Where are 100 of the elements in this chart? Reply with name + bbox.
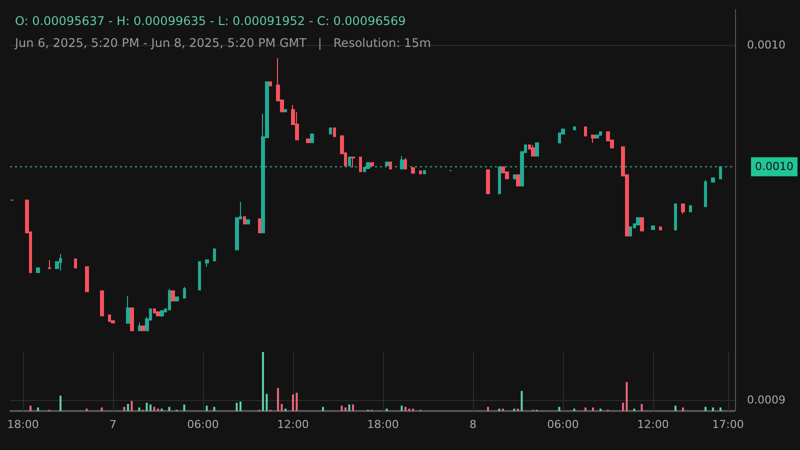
bar: [123, 406, 126, 411]
bar: [240, 402, 242, 411]
bar: [674, 406, 676, 411]
candlestick: [423, 170, 426, 174]
bar: [487, 406, 489, 411]
candlestick: [205, 260, 209, 268]
bar: [622, 402, 624, 411]
candlestick: [629, 226, 632, 236]
candlestick: [126, 295, 130, 324]
candlestick: [513, 174, 516, 180]
bar: [30, 406, 32, 411]
candlestick: [370, 162, 374, 166]
candlestick: [138, 322, 141, 332]
candlestick: [404, 157, 407, 170]
bar: [153, 406, 156, 411]
bar: [168, 406, 170, 411]
candlestick: [36, 267, 40, 273]
y-tick-label: 0.0009: [747, 393, 786, 406]
candlestick: [183, 286, 186, 299]
candlestick: [198, 261, 201, 290]
x-tick-label: 8: [470, 418, 476, 431]
candlestick: [310, 134, 314, 144]
bar: [626, 382, 628, 411]
bar: [704, 406, 706, 411]
candlestick: [359, 156, 362, 172]
candlestick: [704, 179, 707, 207]
bar: [37, 407, 39, 411]
candlestick: [595, 134, 599, 138]
bar: [146, 402, 148, 411]
bar: [592, 407, 594, 411]
candlestick: [400, 156, 404, 170]
bar: [640, 404, 643, 411]
bar: [183, 404, 186, 411]
bar: [296, 392, 298, 411]
candlestick: [333, 128, 336, 138]
candlestick: [558, 132, 561, 144]
candlestick: [681, 203, 685, 214]
bar: [127, 404, 129, 411]
text: Jun 6, 2025, 5:20 PM - Jun 8, 2025, 5:20 PM GMT | Resolution: 15m: [14, 36, 431, 50]
candlestick: [351, 156, 355, 168]
candlestick: [48, 260, 51, 270]
candlestick: [59, 254, 62, 272]
bar: [266, 394, 268, 411]
bar: [60, 396, 62, 411]
bar: [720, 407, 722, 411]
candlestick: [306, 138, 310, 144]
x-tick-label: 06:00: [547, 418, 579, 431]
candlestick: [689, 205, 692, 212]
bar: [322, 406, 324, 411]
bar: [400, 406, 403, 411]
candlestick: [258, 218, 261, 234]
candlestick: [584, 126, 587, 136]
bar: [130, 400, 133, 411]
x-tick-label: 18:00: [367, 418, 399, 431]
candlestick: [160, 310, 164, 318]
x-tick-label: 12:00: [277, 418, 309, 431]
candlestick: [385, 162, 389, 166]
candlestick: [591, 134, 595, 144]
candlestick: [243, 216, 246, 224]
bar: [584, 407, 586, 411]
bar: [344, 407, 346, 411]
x-tick-label: 06:00: [187, 418, 219, 431]
candlestick: [389, 162, 392, 170]
candlestick: [168, 288, 171, 310]
candlestick: [348, 156, 351, 166]
bar: [352, 404, 354, 411]
x-tick-label: 18:00: [7, 418, 39, 431]
candlestick: [329, 128, 332, 135]
bar: [213, 406, 216, 411]
candlestick: [636, 217, 640, 226]
bar: [404, 406, 406, 411]
candlestick: [516, 174, 520, 186]
candlestick: [74, 258, 77, 268]
x-tick-label: 17:00: [712, 418, 744, 431]
candlestick: [366, 162, 370, 169]
candlestick: [171, 290, 175, 302]
x-tick-label: 7: [110, 418, 116, 431]
candlestick: [651, 225, 655, 230]
candlestick: [100, 290, 104, 316]
candlestick: [108, 314, 111, 322]
candlestick: [674, 203, 677, 230]
bar: [520, 390, 523, 411]
bar: [280, 404, 283, 411]
bar: [348, 404, 350, 411]
bar: [206, 406, 208, 411]
candlestick: [659, 226, 662, 230]
candlestick: [573, 126, 576, 130]
candlestick: [531, 144, 535, 157]
bar: [558, 406, 560, 411]
bar: [262, 352, 264, 411]
candlestick: [153, 308, 156, 314]
candlestick: [535, 142, 539, 157]
candlestick: [486, 169, 490, 194]
bar: [292, 394, 294, 411]
bar: [100, 407, 103, 411]
candlestick: [419, 170, 422, 174]
candlestick: [363, 166, 366, 172]
bar: [712, 407, 714, 411]
bar: [138, 407, 140, 411]
candlestick: [213, 248, 216, 262]
